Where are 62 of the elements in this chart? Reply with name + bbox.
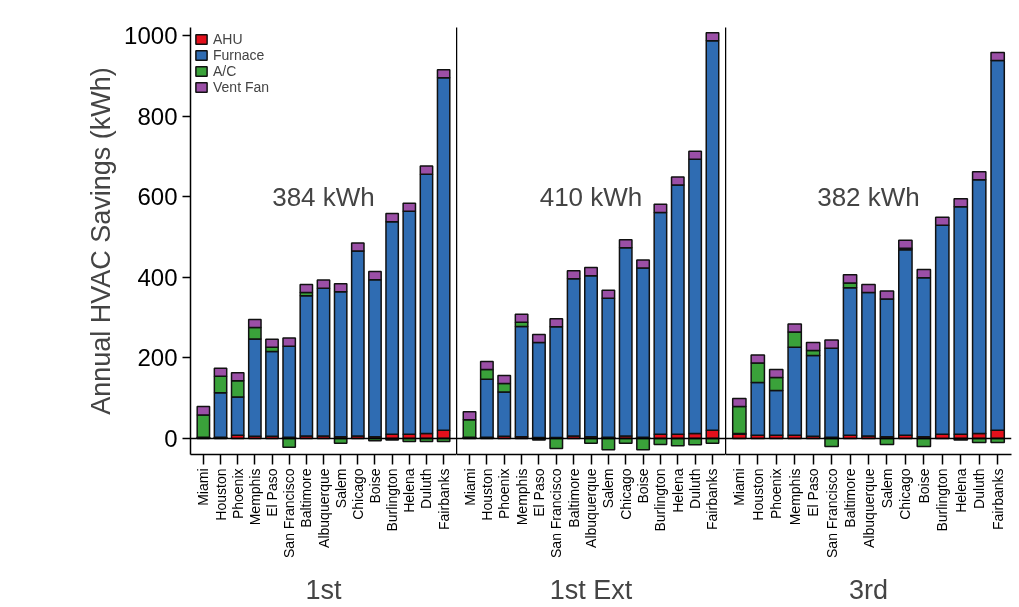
x-tick-label: Helena — [669, 468, 686, 513]
x-tick-label: El Paso — [530, 468, 547, 517]
y-tick-label: 800 — [137, 102, 178, 130]
x-tick-label: Burlington — [384, 468, 401, 532]
x-tick-label: Fairbanks — [989, 468, 1006, 530]
x-tick-label: Fairbanks — [704, 468, 721, 530]
x-tick-label: San Francisco — [823, 468, 840, 558]
x-tick-label: Houston — [212, 468, 229, 521]
x-tick-label: Helena — [952, 468, 969, 513]
x-axis-title: 3rd — [848, 574, 889, 605]
x-tick-label: Memphis — [786, 468, 803, 526]
x-tick-label: Chicago — [617, 468, 634, 520]
x-tick-label: Miami — [195, 468, 212, 506]
annotation: 384 kWh — [272, 181, 375, 212]
y-tick-label: 200 — [137, 344, 178, 372]
legend-label: A/C — [213, 63, 237, 79]
x-tick-label: Boise — [366, 468, 383, 504]
x-tick-label: San Francisco — [548, 468, 565, 558]
x-axis-title: 1st — [305, 574, 343, 605]
x-tick-label: Albuquerque — [315, 468, 332, 548]
x-tick-label: Duluth — [971, 468, 988, 509]
x-tick-label: Chicago — [349, 468, 366, 520]
x-tick-label: Phoenix — [768, 468, 785, 520]
x-tick-label: Salem — [332, 468, 349, 509]
legend-label: Vent Fan — [213, 79, 270, 95]
x-tick-label: Boise — [635, 468, 652, 504]
annotation: 410 kWh — [539, 181, 643, 212]
x-tick-label: Burlington — [652, 468, 669, 532]
x-tick-label: Salem — [600, 468, 617, 509]
x-tick-label: El Paso — [805, 468, 822, 517]
x-tick-label: Miami — [731, 468, 748, 506]
annotation: 382 kWh — [817, 181, 920, 212]
y-tick-label: 0 — [164, 424, 178, 452]
x-tick-label: Boise — [915, 468, 932, 504]
legend-label: Furnace — [213, 47, 265, 63]
x-axis-title: 1st Ext — [549, 574, 633, 605]
x-tick-label: Burlington — [934, 468, 951, 532]
x-tick-label: Albuquerque — [860, 468, 877, 548]
y-tick-label: 600 — [137, 183, 178, 211]
x-tick-label: Chicago — [897, 468, 914, 520]
x-tick-label: Phoenix — [229, 468, 246, 520]
x-tick-label: Helena — [401, 468, 418, 513]
x-tick-label: Houston — [749, 468, 766, 521]
x-tick-label: El Paso — [264, 468, 281, 517]
y-tick-label: 1000 — [124, 22, 178, 50]
x-tick-label: Duluth — [687, 468, 704, 509]
x-tick-label: Salem — [878, 468, 895, 509]
x-tick-label: Memphis — [513, 468, 530, 526]
x-tick-label: Baltimore — [298, 468, 315, 528]
x-tick-label: Fairbanks — [435, 468, 452, 530]
x-tick-label: Memphis — [246, 468, 263, 526]
legend-label: AHU — [213, 31, 243, 47]
x-tick-label: Duluth — [418, 468, 435, 509]
y-tick-label: 400 — [137, 263, 178, 291]
x-tick-label: Albuquerque — [583, 468, 599, 548]
x-tick-label: Baltimore — [842, 468, 859, 528]
x-tick-label: Baltimore — [565, 468, 582, 528]
x-tick-label: Miami — [461, 468, 478, 506]
y-axis-title: Annual HVAC Savings (kWh) — [86, 67, 117, 415]
x-tick-label: Phoenix — [496, 468, 513, 520]
x-tick-label: San Francisco — [281, 468, 298, 558]
x-tick-label: Houston — [478, 468, 495, 521]
